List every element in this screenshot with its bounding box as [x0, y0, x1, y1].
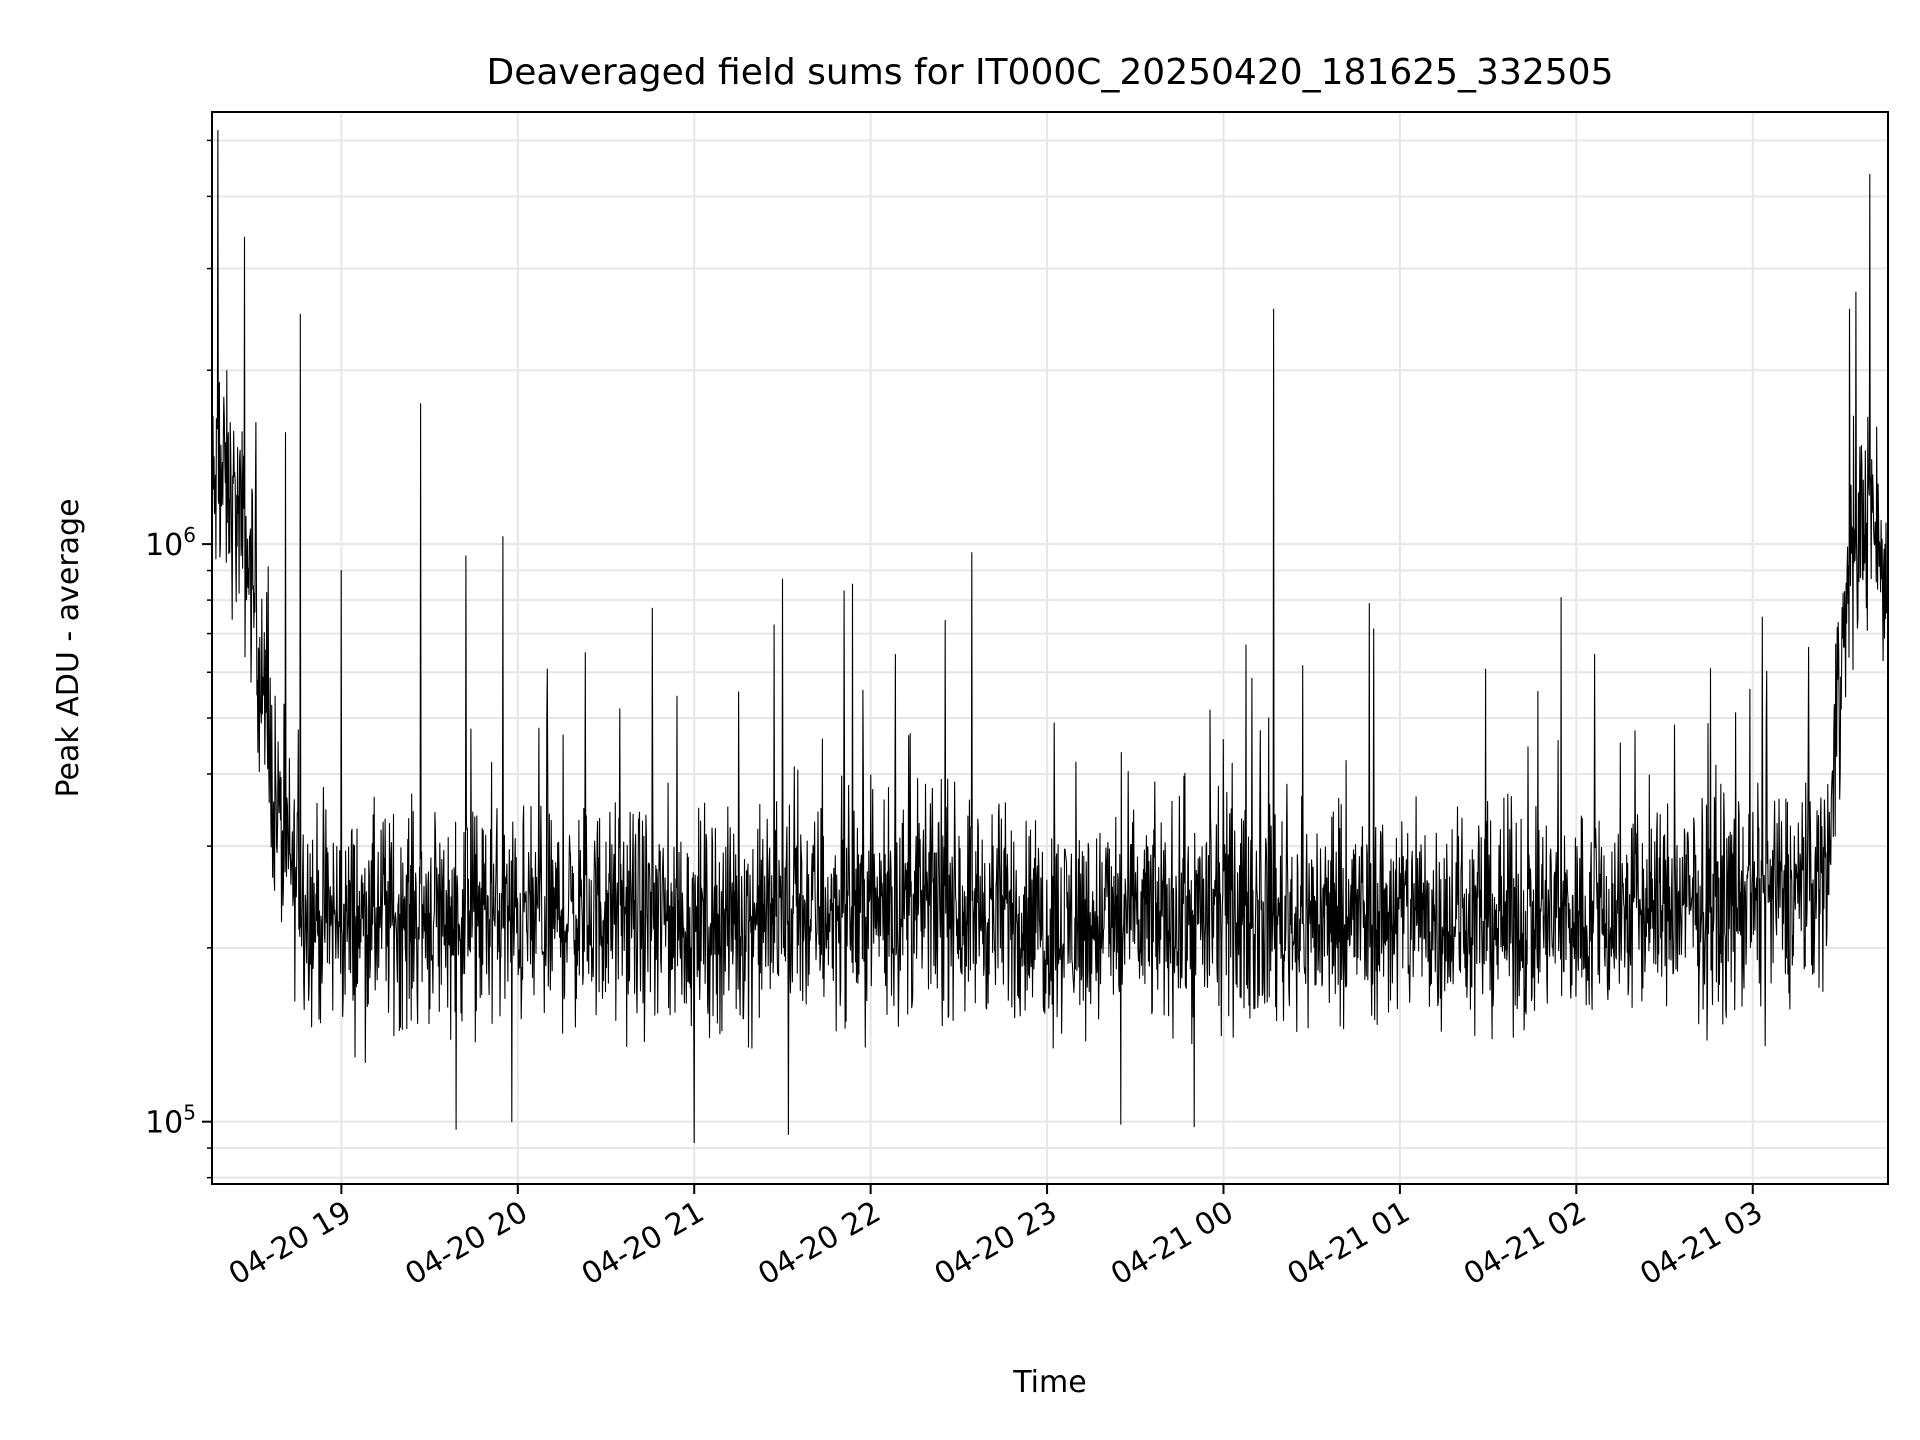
plot-frame: [211, 111, 1889, 1185]
data-series: [211, 130, 1889, 1144]
y-tick-exponent: 5: [183, 1101, 196, 1125]
y-tick-base: 10: [145, 1106, 183, 1141]
x-axis-label: Time: [1012, 1365, 1086, 1400]
y-tick-label: 105: [145, 1101, 196, 1141]
y-tick-base: 10: [145, 528, 183, 563]
series-line: [211, 130, 1889, 1144]
y-axis-label: Peak ADU - average: [51, 498, 86, 797]
y-tick-label: 106: [145, 523, 196, 563]
chart-title: Deaveraged field sums for IT000C_2025042…: [487, 52, 1614, 93]
y-tick-exponent: 6: [183, 523, 196, 547]
grid: [212, 112, 1888, 1184]
